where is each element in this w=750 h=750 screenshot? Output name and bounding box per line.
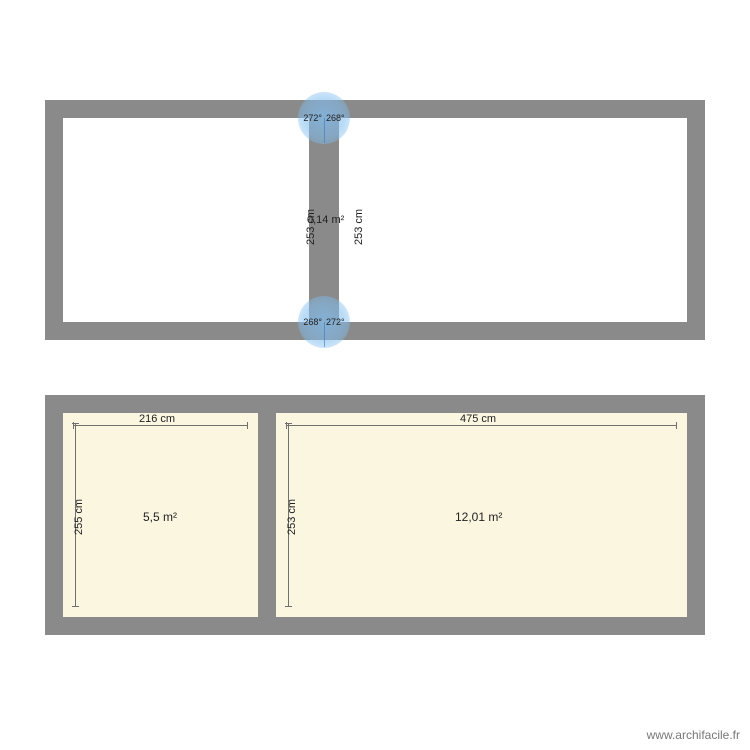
- room1-width-line: [73, 425, 248, 426]
- angle-top-right: 268°: [324, 113, 347, 123]
- room2-height-label: 253 cm: [286, 499, 298, 535]
- bottom-floor-plan: 216 cm 255 cm 5,5 m² 475 cm 253 cm 12,01…: [45, 395, 705, 635]
- angle-marker-top: 272° 268°: [298, 92, 350, 144]
- top-divider-area: 0,14 m²: [307, 214, 344, 226]
- top-inner-void: [63, 118, 687, 322]
- angle-marker-bottom: 268° 272°: [298, 296, 350, 348]
- room2-width-label: 475 cm: [460, 413, 496, 425]
- angle-bottom-right: 272°: [324, 317, 347, 327]
- top-floor-plan: 272° 268° 268° 272° 253 cm 253 cm 0,14 m…: [45, 100, 705, 340]
- room2-width-line: [286, 425, 677, 426]
- room1-area: 5,5 m²: [143, 510, 177, 524]
- top-divider-right-dim: 253 cm: [353, 209, 365, 245]
- angle-bottom-left: 268°: [301, 317, 324, 327]
- room2-area: 12,01 m²: [455, 510, 502, 524]
- room1-width-label: 216 cm: [139, 413, 175, 425]
- room1-height-label: 255 cm: [73, 499, 85, 535]
- watermark: www.archifacile.fr: [647, 728, 740, 742]
- angle-top-left: 272°: [301, 113, 324, 123]
